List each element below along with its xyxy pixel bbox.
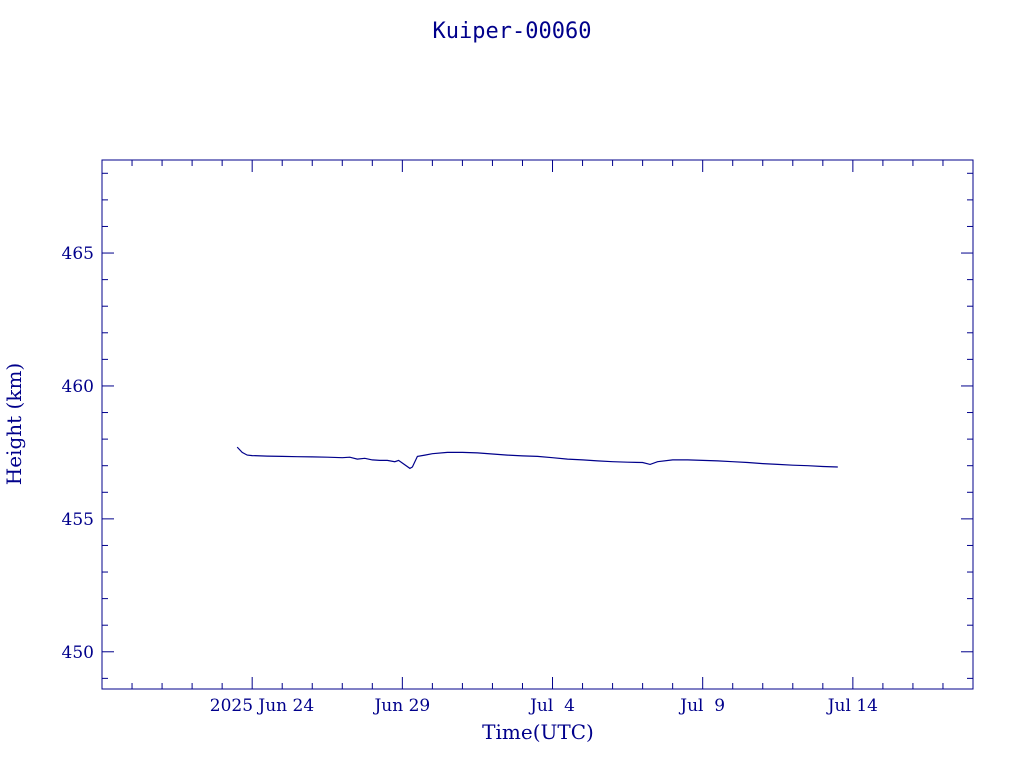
plot-frame (101, 159, 974, 690)
y-axis-label: Height (km) (2, 363, 26, 485)
x-tick-label: Jul 14 (826, 696, 878, 716)
x-tick-label: 2025 Jun 24 (210, 696, 314, 716)
plot-border (101, 159, 974, 690)
y-tick-label: 465 (62, 244, 94, 264)
y-tick-label: 450 (62, 643, 94, 663)
x-tick-label: Jun 29 (372, 696, 430, 716)
series-group (236, 446, 838, 470)
x-tick-label: Jul 9 (678, 696, 725, 716)
x-tick-labels: 2025 Jun 24 Jun 29 Jul 4 Jul 9 Jul 14 (210, 696, 878, 716)
height-series-line (236, 446, 838, 470)
axis-ticks (102, 160, 973, 689)
x-tick-label: Jul 4 (528, 696, 575, 716)
chart-title: Kuiper-00060 (433, 19, 592, 44)
y-tick-labels: 450 455 460 465 (62, 244, 94, 663)
x-axis-label: Time(UTC) (482, 720, 594, 744)
y-tick-label: 455 (62, 510, 94, 530)
y-tick-label: 460 (62, 377, 94, 397)
